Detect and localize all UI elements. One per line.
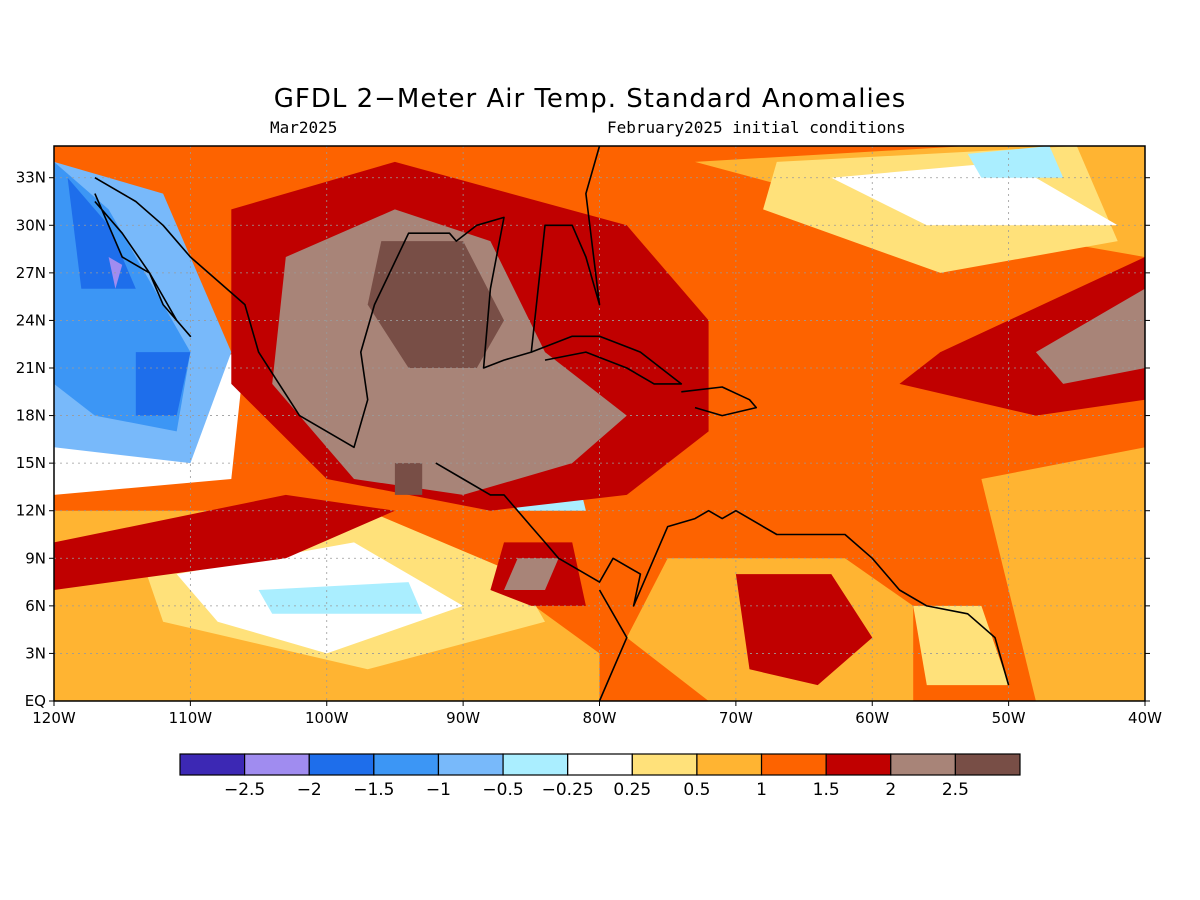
colorbar-label: −0.5 (482, 780, 523, 800)
lat-tick-label: 27N (16, 264, 46, 282)
colorbar-swatch (954, 753, 1021, 776)
coastline-north-america-gulf-coast (94, 146, 601, 449)
lon-tick-label: 110W (169, 709, 213, 727)
anomaly-fill-layer (54, 146, 1145, 701)
colorbar-swatch (373, 753, 440, 776)
lat-tick-label: EQ (25, 692, 46, 710)
lon-tick-label: 40W (1128, 709, 1162, 727)
lon-tick-label: 70W (719, 709, 753, 727)
lat-tick-label: 9N (25, 549, 46, 567)
coastline-hispaniola (681, 386, 758, 417)
lon-tick-label: 120W (32, 709, 76, 727)
colorbar-label: 0.5 (683, 780, 710, 800)
lat-tick-label: 18N (16, 407, 46, 425)
map-title: GFDL 2−Meter Air Temp. Standard Anomalie… (273, 84, 907, 114)
lon-tick-label: 80W (583, 709, 617, 727)
anomaly-region-10 (258, 582, 423, 614)
colorbar-label: −2.5 (224, 780, 265, 800)
colorbar-label: −0.25 (542, 780, 594, 800)
colorbar-swatch (244, 753, 310, 776)
colorbar-label: −2 (297, 780, 322, 800)
anomaly-region-19 (54, 494, 395, 590)
lat-tick-label: 12N (16, 502, 46, 520)
graticule (54, 146, 1145, 701)
colorbar-swatch (179, 753, 246, 776)
colorbar-label: −1.5 (353, 780, 394, 800)
colorbar-swatch (631, 753, 698, 776)
coastline-cuba (531, 335, 683, 385)
anomaly-region-11 (967, 146, 1064, 178)
coastline-south-america-pacific (598, 589, 628, 701)
lat-tick-label: 24N (16, 311, 46, 329)
colorbar-swatch (437, 753, 504, 776)
initial-conditions: February2025 initial conditions (607, 118, 906, 137)
lon-tick-label: 60W (855, 709, 889, 727)
anomaly-region-6 (913, 605, 1009, 686)
colorbar: −2.5 −2 −1.5 −1 −0.5 −0.25 0.25 0.5 1 1.5 2 2.5 (179, 753, 1021, 800)
lon-tick-label: 100W (305, 709, 349, 727)
forecast-month: Mar2025 (270, 118, 338, 137)
lon-tick-label: 90W (446, 709, 480, 727)
coastlines (94, 146, 1010, 701)
colorbar-label: 1.5 (813, 780, 840, 800)
coastline-central-america (435, 462, 1010, 686)
anomaly-region-25 (504, 558, 559, 590)
anomaly-region-8 (831, 161, 1118, 226)
lon-tick-label: 50W (992, 709, 1026, 727)
colorbar-label: 2.5 (942, 780, 969, 800)
anomaly-region-22 (735, 574, 873, 686)
anomaly-region-24 (1035, 288, 1145, 384)
anomaly-region-16 (135, 352, 191, 416)
colorbar-swatch (890, 753, 956, 776)
colorbar-label: 0.25 (613, 780, 651, 800)
lat-tick-label: 21N (16, 359, 46, 377)
anomaly-region-15 (67, 177, 136, 289)
colorbar-swatch (567, 753, 633, 776)
lat-tick-label: 33N (16, 169, 46, 187)
colorbar-label: 2 (885, 780, 896, 800)
lat-tick-label: 30N (16, 216, 46, 234)
lat-tick-label: 3N (25, 644, 46, 662)
colorbar-label: −1 (426, 780, 451, 800)
colorbar-swatch (825, 753, 892, 776)
lat-tick-label: 6N (25, 597, 46, 615)
colorbar-swatch (308, 753, 375, 776)
colorbar-label: 1 (756, 780, 767, 800)
colorbar-swatch (502, 753, 569, 776)
colorbar-swatch (760, 753, 827, 776)
colorbar-swatch (696, 753, 763, 776)
coastline-baja-california (94, 193, 192, 338)
lat-tick-label: 15N (16, 454, 46, 472)
anomaly-region-27 (394, 463, 423, 495)
